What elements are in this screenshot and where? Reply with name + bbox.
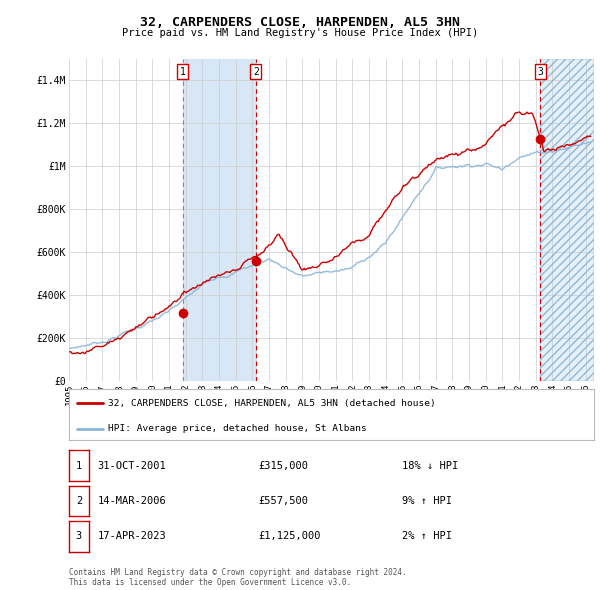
Bar: [183, 59, 256, 381]
Bar: [541, 59, 594, 381]
Text: 14-MAR-2006: 14-MAR-2006: [98, 496, 167, 506]
Text: 2% ↑ HPI: 2% ↑ HPI: [402, 532, 452, 541]
Text: 32, CARPENDERS CLOSE, HARPENDEN, AL5 3HN (detached house): 32, CARPENDERS CLOSE, HARPENDEN, AL5 3HN…: [109, 399, 436, 408]
Text: 3: 3: [538, 67, 544, 77]
Text: Contains HM Land Registry data © Crown copyright and database right 2024.
This d: Contains HM Land Registry data © Crown c…: [69, 568, 407, 587]
Text: 1: 1: [76, 461, 82, 470]
Text: 18% ↓ HPI: 18% ↓ HPI: [402, 461, 458, 470]
Text: HPI: Average price, detached house, St Albans: HPI: Average price, detached house, St A…: [109, 424, 367, 433]
Text: Price paid vs. HM Land Registry's House Price Index (HPI): Price paid vs. HM Land Registry's House …: [122, 28, 478, 38]
Text: 9% ↑ HPI: 9% ↑ HPI: [402, 496, 452, 506]
Text: 31-OCT-2001: 31-OCT-2001: [98, 461, 167, 470]
Text: 2: 2: [76, 496, 82, 506]
Text: 1: 1: [180, 67, 186, 77]
Text: 2: 2: [253, 67, 259, 77]
Text: 3: 3: [76, 532, 82, 541]
Text: £557,500: £557,500: [258, 496, 308, 506]
Text: 17-APR-2023: 17-APR-2023: [98, 532, 167, 541]
Bar: [541, 59, 594, 381]
Text: £315,000: £315,000: [258, 461, 308, 470]
Text: £1,125,000: £1,125,000: [258, 532, 320, 541]
Text: 32, CARPENDERS CLOSE, HARPENDEN, AL5 3HN: 32, CARPENDERS CLOSE, HARPENDEN, AL5 3HN: [140, 16, 460, 29]
